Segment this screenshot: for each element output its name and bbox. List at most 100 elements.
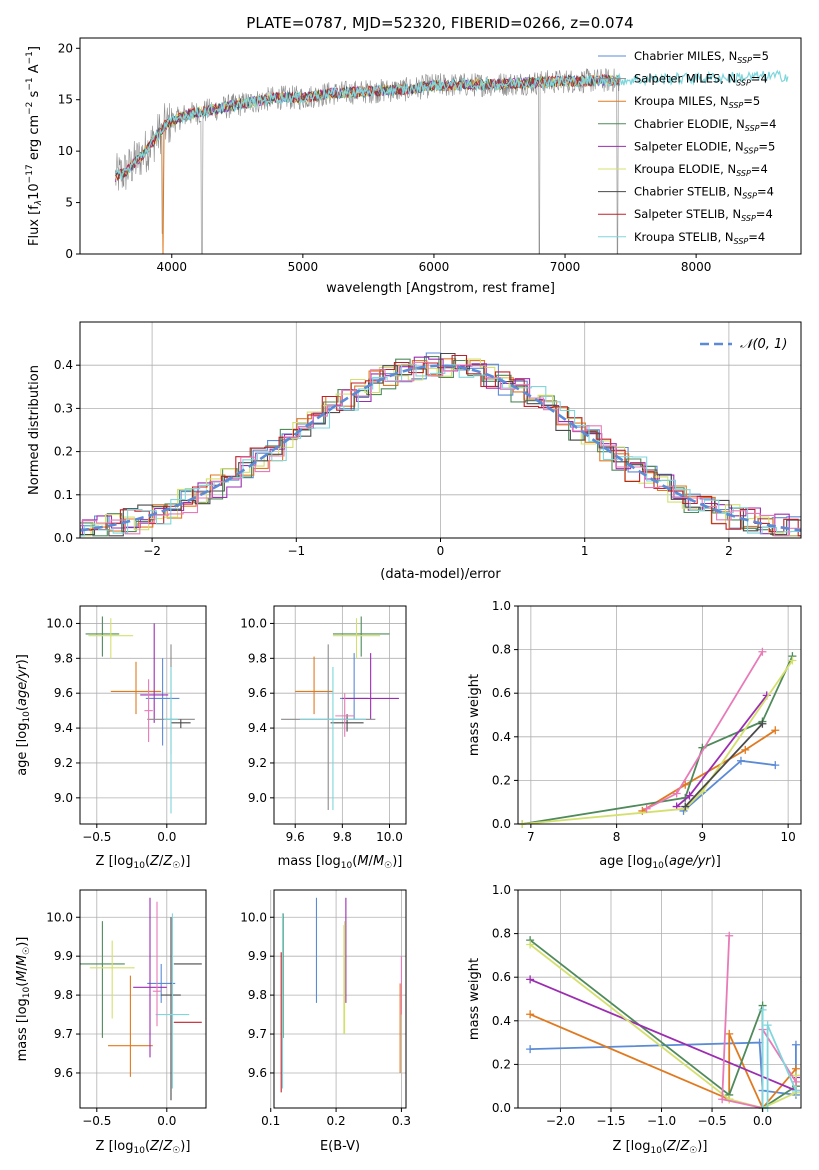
mass-weight-marker: [791, 1086, 800, 1095]
data-point: [108, 975, 153, 1077]
data-point: [295, 656, 333, 715]
mass-weight-line: [529, 943, 797, 1109]
axes-frame: [273, 605, 407, 825]
x-tick-label: 0.2: [327, 1114, 346, 1128]
x-tick-label: −1.5: [596, 1114, 625, 1128]
mass-weight-marker: [642, 804, 651, 813]
mass-weight-marker: [771, 761, 780, 770]
y-tick-label: 9.0: [54, 791, 73, 805]
legend-entry: Salpeter STELIB, NSSP=4: [634, 207, 773, 223]
histogram-series: [80, 352, 801, 537]
data-point: [80, 921, 125, 1038]
mass-weight-line: [530, 1041, 797, 1096]
y-tick-label: 10.0: [240, 616, 267, 630]
data-point: [145, 658, 180, 746]
legend-entry: Kroupa STELIB, NSSP=4: [634, 230, 765, 246]
data-point: [140, 623, 169, 723]
x-tick-label: 0.0: [753, 1114, 772, 1128]
mass-weight-marker: [725, 931, 734, 940]
x-tick-label: 5000: [288, 260, 319, 274]
x-tick-label: 0.3: [392, 1114, 411, 1128]
axes-frame: [79, 37, 802, 255]
x-tick-label: 8000: [681, 260, 712, 274]
x-tick-label: 7: [527, 830, 535, 844]
mass-weight-marker: [685, 791, 694, 800]
data-point: [144, 679, 153, 743]
y-tick-label: 9.8: [248, 651, 267, 665]
y-tick-label: 9.4: [248, 721, 267, 735]
x-tick-label: −0.5: [82, 830, 111, 844]
data-point: [161, 917, 181, 1101]
massweight-vs-Z-panel: −2.0 −1.5 −1.0 −0.5 0.0 0.0 0.2 0.4 0.6 0.8 1.0 mas…: [467, 883, 802, 1156]
x-tick-label: 4000: [156, 260, 187, 274]
legend-entry: Chabrier ELODIE, NSSP=4: [634, 117, 776, 133]
y-tick-label: 15: [58, 93, 73, 107]
mass-weight-marker: [791, 1077, 800, 1086]
y-tick-label: 0.3: [54, 401, 73, 415]
mass-weight-marker: [788, 656, 797, 665]
x-tick-label: 8: [613, 830, 621, 844]
x-tick-label: 0.0: [157, 830, 176, 844]
residuals-panel: −2 −1 0 1 2 0.0 0.1 0.2 0.3 0.4 (data-model)/error…: [27, 321, 802, 582]
x-tick-label: −1: [287, 544, 305, 558]
y-tick-label: 0.0: [54, 531, 73, 545]
mass-weight-marker: [681, 802, 690, 811]
y-tick-label: 9.7: [248, 1027, 267, 1041]
mass-weight-line: [522, 655, 794, 825]
y-tick-label: 10.0: [240, 910, 267, 924]
y-tick-label: 9.9: [54, 949, 73, 963]
age-vs-mass-panel: 9.6 9.8 10.0 9.0 9.2 9.4 9.6 9.8 10.0 mass [log10…: [240, 605, 407, 871]
figure-title: PLATE=0787, MJD=52320, FIBERID=0266, z=0…: [246, 14, 633, 32]
x-tick-label: −1.0: [647, 1114, 676, 1128]
y-tick-label: 0: [65, 247, 73, 261]
axes-frame: [517, 889, 802, 1109]
axes-frame: [79, 889, 207, 1109]
x-tick-label: 7000: [550, 260, 581, 274]
mass-weight-marker: [771, 726, 780, 735]
y-tick-label: 0.4: [492, 1014, 511, 1028]
x-axis-label: age [log10(age/yr)]: [599, 854, 721, 871]
y-axis-label: Normed distribution: [27, 365, 42, 495]
mass-vs-Z-panel: −0.5 0.0 9.6 9.7 9.8 9.9 10.0 Z [log10(Z/Z☉)] ma…: [15, 889, 207, 1156]
legend-entry: Chabrier STELIB, NSSP=4: [634, 185, 774, 201]
data-point: [171, 719, 191, 729]
spectrum-lines: [114, 68, 789, 254]
x-axis-label: E(B-V): [320, 1139, 360, 1154]
y-tick-label: 9.4: [54, 721, 73, 735]
axes-frame: [79, 605, 207, 825]
y-tick-label: 0.4: [54, 358, 73, 372]
data-point: [85, 616, 120, 657]
y-tick-label: 1.0: [492, 599, 511, 613]
y-tick-label: 9.2: [248, 756, 267, 770]
y-tick-label: 9.6: [248, 1066, 267, 1080]
y-tick-label: 0.6: [492, 686, 511, 700]
y-tick-label: 9.8: [248, 988, 267, 1002]
y-tick-label: 0.2: [492, 1057, 511, 1071]
x-tick-label: 10.0: [376, 830, 403, 844]
y-axis-label: mass weight: [467, 958, 482, 1040]
data-point: [88, 618, 134, 659]
data-point: [133, 897, 167, 1058]
x-tick-label: 9.6: [286, 830, 305, 844]
x-tick-label: −0.5: [82, 1114, 111, 1128]
massweight-vs-age-panel: 7 8 9 10 0.0 0.2 0.4 0.6 0.8 1.0 mass weight age [l…: [467, 599, 802, 871]
x-tick-label: 2: [725, 544, 733, 558]
legend-entry: Salpeter MILES, NSSP=4: [634, 72, 768, 88]
mass-weight-marker: [725, 1029, 734, 1038]
x-axis-label: Z [log10(Z/Z☉)]: [613, 1139, 708, 1156]
legend-entry: Kroupa ELODIE, NSSP=4: [634, 162, 768, 178]
mass-weight-marker: [736, 756, 745, 765]
x-axis-label: Z [log10(Z/Z☉)]: [96, 1139, 191, 1156]
y-axis-label: age [log10(age/yr)]: [15, 654, 32, 776]
y-axis-label: mass weight: [467, 674, 482, 756]
y-tick-label: 9.9: [248, 949, 267, 963]
y-tick-label: 1.0: [492, 883, 511, 897]
y-tick-label: 10.0: [46, 616, 73, 630]
mass-vs-ebv-panel: 0.1 0.2 0.3 9.6 9.7 9.8 9.9 10.0 E(B-V): [240, 889, 411, 1154]
x-tick-label: −2.0: [546, 1114, 575, 1128]
legend-entry: 𝒩(0, 1): [740, 337, 787, 352]
legend-entry: Chabrier MILES, NSSP=5: [634, 49, 769, 65]
mass-weight-marker: [758, 1005, 767, 1014]
x-tick-label: −2: [143, 544, 161, 558]
